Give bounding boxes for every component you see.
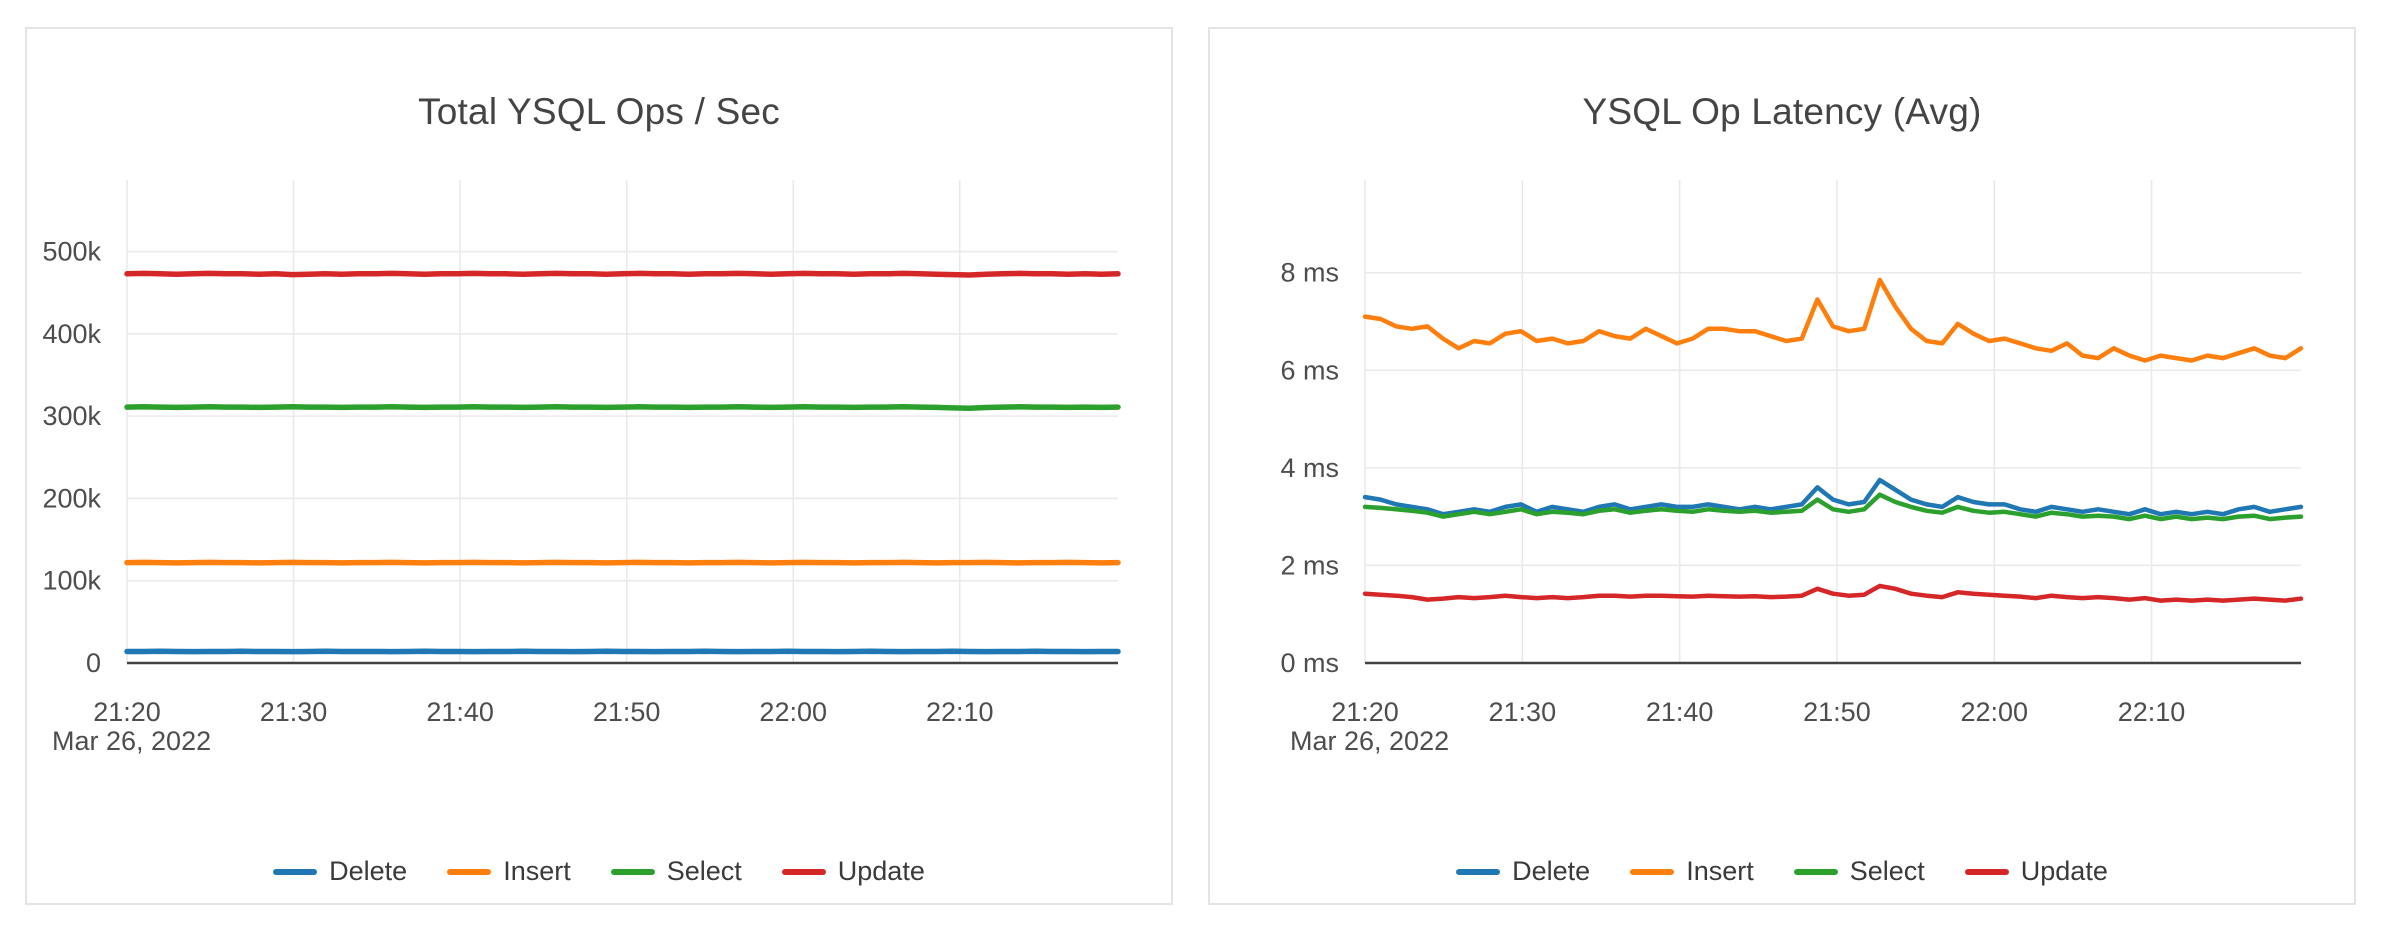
series-line-update [1362, 583, 2304, 603]
series-line-select [1362, 492, 2304, 522]
x-tick-label: 22:10 [2118, 697, 2186, 727]
series-line-delete [1362, 477, 2304, 517]
legend-swatch-select [1793, 868, 1838, 875]
legend-swatch-insert [1630, 868, 1675, 875]
legend-label: Select [1849, 856, 1925, 886]
x-tick-label: 21:40 [1646, 697, 1714, 727]
y-tick-label: 4 ms [1280, 453, 1339, 483]
legend-swatch-insert [447, 868, 492, 875]
chart-title: YSQL Op Latency (Avg) [1582, 91, 1982, 132]
x-axis-date-label: Mar 26, 2022 [1290, 726, 1449, 756]
y-tick-label: 0 [86, 648, 101, 678]
legend-label: Update [2020, 856, 2108, 886]
y-tick-label: 500k [42, 237, 101, 267]
legend-label: Insert [503, 856, 571, 886]
charts-row: Total YSQL Ops / Sec 0 100k 200k 300k 400k 50… [25, 27, 2356, 905]
y-tick-label: 6 ms [1280, 355, 1339, 385]
x-tick-label: 21:30 [1489, 697, 1557, 727]
chart-card-ysql-op-latency: YSQL Op Latency (Avg) 0 ms 2 ms 4 ms 6 ms 8 … [1208, 27, 2356, 905]
x-tick-label: 21:40 [426, 697, 494, 727]
series-line-insert [124, 559, 1121, 566]
legend-swatch-delete [273, 868, 318, 875]
y-tick-label: 0 ms [1280, 648, 1339, 678]
legend-swatch-select [610, 868, 655, 875]
x-tick-label: 21:20 [1331, 697, 1399, 727]
plot-area: 0 ms 2 ms 4 ms 6 ms 8 ms 21:20 21:30 21:40 21:50… [1280, 180, 2304, 756]
legend-label: Update [837, 856, 925, 886]
legend-swatch-update [1964, 868, 2009, 875]
legend-item-update[interactable]: Update [1964, 856, 2108, 887]
legend-swatch-update [781, 868, 826, 875]
plot-area: 0 100k 200k 300k 400k 500k 21:20 21:30 21:40 21:5… [42, 180, 1121, 756]
series-line-insert [1362, 277, 2304, 363]
x-tick-label: 22:10 [926, 697, 994, 727]
legend-item-update[interactable]: Update [781, 856, 925, 887]
legend-label: Delete [1512, 856, 1591, 886]
x-tick-label: 21:50 [593, 697, 661, 727]
x-tick-label: 22:00 [759, 697, 827, 727]
x-tick-label: 21:50 [1803, 697, 1871, 727]
y-tick-label: 200k [42, 483, 101, 513]
x-tick-label: 22:00 [1960, 697, 2028, 727]
legend-item-delete[interactable]: Delete [273, 856, 407, 887]
y-tick-label: 2 ms [1280, 550, 1339, 580]
y-tick-label: 300k [42, 401, 101, 431]
chart-legend: Delete Insert Select Update [1210, 856, 2354, 887]
series-line-select [124, 404, 1121, 412]
y-tick-label: 8 ms [1280, 258, 1339, 288]
legend-label: Insert [1686, 856, 1754, 886]
legend-item-insert[interactable]: Insert [1630, 856, 1754, 887]
legend-swatch-delete [1456, 868, 1501, 875]
chart-legend: Delete Insert Select Update [27, 856, 1171, 887]
x-axis-date-label: Mar 26, 2022 [52, 726, 211, 756]
legend-item-select[interactable]: Select [610, 856, 742, 887]
series-line-update [124, 270, 1121, 278]
chart-card-total-ysql-ops: Total YSQL Ops / Sec 0 100k 200k 300k 400k 50… [25, 27, 1173, 905]
legend-label: Select [666, 856, 742, 886]
legend-label: Delete [329, 856, 408, 886]
legend-item-insert[interactable]: Insert [447, 856, 571, 887]
x-tick-label: 21:30 [260, 697, 328, 727]
y-tick-label: 400k [42, 319, 101, 349]
chart-title: Total YSQL Ops / Sec [418, 91, 780, 132]
legend-item-select[interactable]: Select [1793, 856, 1925, 887]
y-tick-label: 100k [42, 566, 101, 596]
x-tick-label: 21:20 [93, 697, 161, 727]
legend-item-delete[interactable]: Delete [1456, 856, 1590, 887]
